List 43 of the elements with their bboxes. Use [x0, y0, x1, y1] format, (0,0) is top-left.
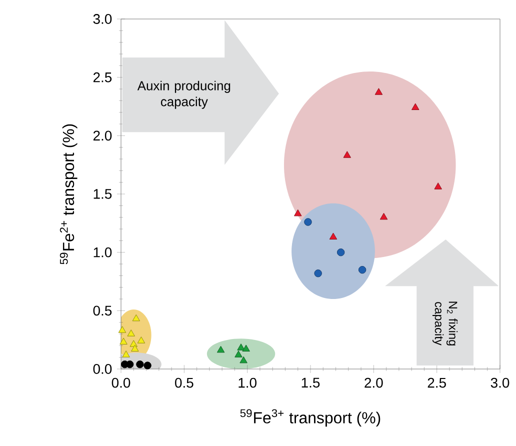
annotation: Auxin producing capacity: [137, 80, 230, 109]
y-tick-label: 0.5: [93, 306, 112, 316]
y-tick-label: 2.0: [93, 130, 112, 141]
point: [132, 314, 140, 322]
x-tick-label: 2.5: [428, 378, 446, 388]
x-axis-title: $^{59}$Fe$^{3+}$ transport (%): [240, 409, 380, 427]
x-tick-label: 2.0: [364, 378, 383, 388]
y-tick-label: 0.0: [93, 364, 112, 374]
point: [304, 218, 312, 226]
point: [237, 344, 245, 350]
y-tick-label: 2.5: [93, 72, 112, 82]
point: [240, 356, 248, 364]
point: [144, 362, 152, 370]
point: [136, 360, 144, 368]
point: [122, 350, 130, 358]
x-tick-label: 0.5: [175, 378, 194, 388]
point: [374, 88, 383, 95]
point: [380, 212, 388, 220]
point: [411, 103, 420, 110]
y-tick-label: 1.0: [94, 247, 112, 258]
x-tick-label: 0.0: [112, 378, 130, 388]
x-tick-label: 3.0: [490, 378, 510, 388]
point: [242, 344, 250, 352]
x-tick-label: 1.5: [302, 378, 320, 388]
y-axis-title: $^{59}$Fe$^{2+}$ transport (%): [60, 124, 78, 264]
point: [294, 209, 302, 216]
point: [127, 330, 135, 336]
point: [118, 326, 126, 333]
y-tick-label: 1.5: [94, 189, 112, 199]
point: [336, 248, 345, 256]
point: [126, 360, 134, 368]
y-tick-label: 3.0: [93, 14, 112, 24]
point: [434, 182, 442, 190]
point: [343, 151, 352, 158]
point: [329, 232, 338, 240]
point: [137, 336, 146, 344]
point: [216, 346, 225, 353]
x-tick-label: 1.0: [238, 378, 256, 388]
point: [120, 338, 128, 345]
point: [234, 350, 242, 358]
point: [314, 269, 322, 278]
point: [358, 266, 366, 274]
point: [131, 344, 139, 352]
